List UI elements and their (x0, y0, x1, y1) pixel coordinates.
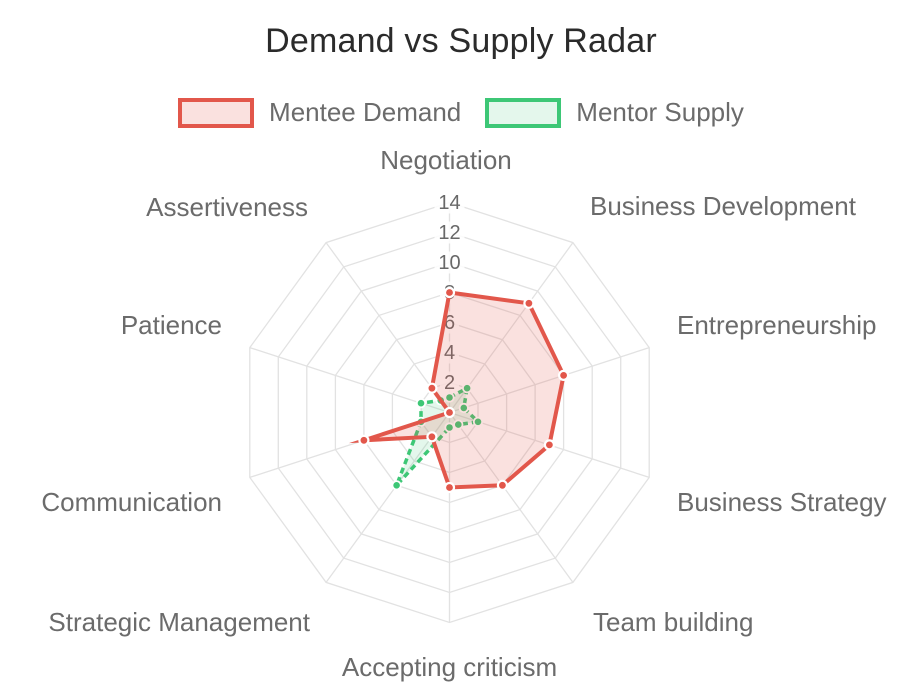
data-point-mentee-demand-patience[interactable] (443, 406, 456, 419)
data-point-mentee-demand-business-development[interactable] (523, 297, 535, 309)
tick-label: 10 (438, 252, 460, 274)
chart-title: Demand vs Supply Radar (265, 22, 657, 60)
axis-label-negotiation: Negotiation (380, 145, 512, 175)
data-point-mentor-supply-negotiation[interactable] (444, 392, 455, 403)
axis-label-business-strategy: Business Strategy (677, 487, 887, 517)
legend-label-mentor-supply: Mentor Supply (576, 97, 744, 127)
series-polygon-mentee-demand (348, 290, 566, 490)
axis-label-entrepreneurship: Entrepreneurship (677, 310, 876, 340)
data-point-mentee-demand-business-strategy[interactable] (543, 439, 556, 451)
grid-spoke (448, 412, 574, 583)
tick-backdrop (434, 191, 465, 214)
data-point-mentor-supply-strategic-management[interactable] (391, 480, 402, 491)
legend-item-mentor-supply[interactable]: Mentor Supply (485, 97, 744, 128)
data-point-mentee-demand-assertiveness[interactable] (426, 382, 438, 394)
data-point-mentor-supply-business-strategy[interactable] (472, 416, 484, 427)
axis-label-accepting-criticism: Accepting criticism (342, 652, 557, 682)
axis-labels: Negotiation Business Development Entrepren… (41, 145, 886, 682)
legend-label-mentee-demand: Mentee Demand (269, 97, 462, 127)
radar-grid (249, 201, 650, 624)
tick-backdrop (434, 251, 465, 274)
axis-label-communication: Communication (41, 487, 222, 517)
legend: Mentee Demand Mentor Supply (0, 97, 922, 128)
data-point-mentor-supply-entrepreneurship[interactable] (458, 402, 469, 413)
series-mentee-demand (348, 286, 570, 494)
tick-label: 6 (444, 312, 455, 334)
data-point-mentee-demand-negotiation[interactable] (443, 286, 456, 299)
data-point-mentor-supply-accepting-criticism[interactable] (444, 422, 455, 433)
tick-backdrop (440, 341, 459, 364)
tick-label: 4 (444, 342, 455, 364)
mentor-supply-swatch-icon (485, 97, 562, 128)
axis-label-strategic-management: Strategic Management (48, 607, 310, 637)
legend-item-mentee-demand[interactable]: Mentee Demand (178, 97, 461, 128)
axis-label-team-building: Team building (593, 607, 753, 637)
data-point-mentor-supply-team-building[interactable] (453, 419, 464, 430)
axis-label-business-development: Business Development (590, 191, 857, 221)
mentee-demand-swatch-icon (178, 97, 255, 128)
tick-backdrop (434, 221, 465, 244)
tick-label: 12 (438, 222, 460, 244)
data-point-mentee-demand-entrepreneurship[interactable] (557, 369, 570, 381)
grid-spoke (449, 346, 650, 414)
data-point-mentee-demand-communication[interactable] (358, 434, 370, 446)
data-point-mentor-supply-business-development[interactable] (461, 383, 473, 394)
axis-label-assertiveness: Assertiveness (146, 192, 308, 222)
tick-label: 14 (438, 192, 460, 214)
tick-label: 2 (444, 372, 455, 394)
data-point-mentor-supply-patience[interactable] (415, 398, 427, 409)
data-point-mentee-demand-accepting-criticism[interactable] (443, 481, 456, 494)
tick-backdrop (440, 371, 459, 394)
axis-label-patience: Patience (121, 310, 222, 340)
data-point-mentee-demand-strategic-management[interactable] (426, 431, 438, 443)
data-point-mentee-demand-team-building[interactable] (496, 479, 508, 491)
